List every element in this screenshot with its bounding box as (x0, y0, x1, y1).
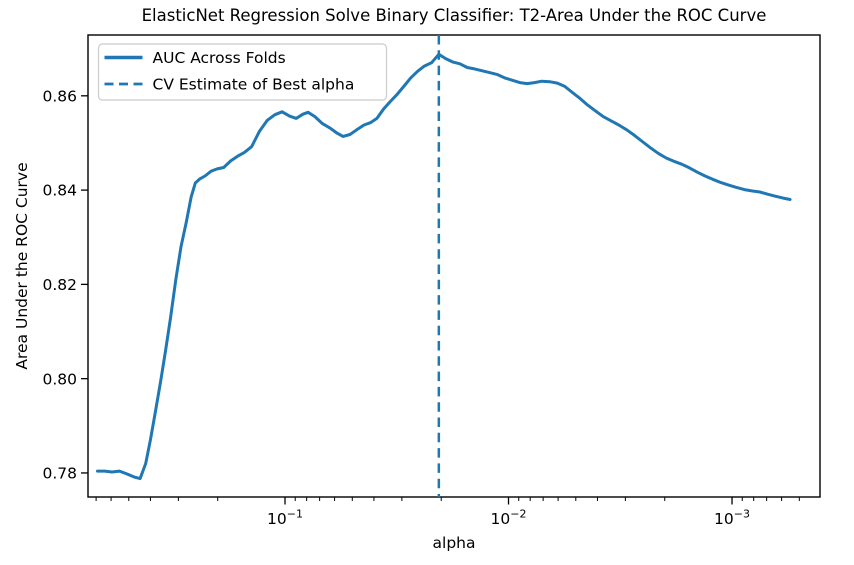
y-axis-label: Area Under the ROC Curve (13, 162, 31, 369)
legend-box (97, 43, 388, 101)
legend-item-label: AUC Across Folds (153, 49, 286, 67)
y-tick-label: 0.80 (42, 370, 77, 388)
y-tick-label: 0.84 (42, 182, 77, 200)
series-layer (96, 35, 792, 497)
x-tick-label: 10−3 (714, 508, 750, 529)
y-tick-label: 0.86 (42, 87, 77, 105)
chart-title: ElasticNet Regression Solve Binary Class… (142, 6, 767, 25)
legend-item-label: CV Estimate of Best alpha (153, 76, 355, 94)
x-tick-label: 10−1 (267, 508, 303, 529)
x-tick-label: 10−2 (491, 508, 527, 529)
plot-border (87, 34, 821, 498)
axes-layer: 0.78 0.80 0.82 0.84 0.86 10−1 10−2 10−3 (42, 34, 821, 529)
x-axis-label: alpha (433, 534, 476, 552)
auc-curve (96, 52, 792, 481)
y-tick-label: 0.78 (42, 465, 77, 483)
y-tick-label: 0.82 (42, 276, 77, 294)
legend: AUC Across Folds CV Estimate of Best alph… (97, 43, 388, 101)
